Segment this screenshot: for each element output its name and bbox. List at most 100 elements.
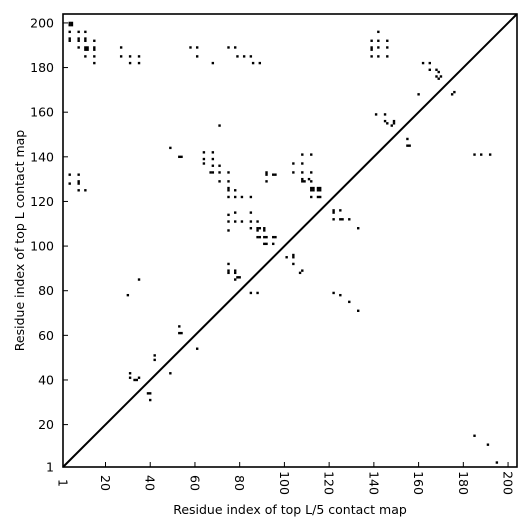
contact-point — [84, 55, 87, 58]
contact-point — [256, 291, 259, 295]
contact-point — [218, 180, 221, 183]
contact-point — [68, 39, 71, 42]
y-tick-label: 180 — [30, 60, 54, 75]
contact-point — [439, 75, 443, 78]
x-tick-label: 180 — [456, 471, 471, 495]
contact-point — [211, 157, 215, 161]
contact-point — [265, 242, 268, 246]
contact-point — [263, 227, 266, 230]
contact-point — [153, 354, 156, 357]
contact-point — [318, 195, 322, 199]
contact-point — [149, 398, 152, 402]
contact-point — [258, 227, 262, 230]
contact-point — [234, 211, 237, 214]
contact-point — [84, 46, 87, 49]
contact-point — [211, 61, 215, 65]
contact-point — [307, 177, 311, 181]
contact-point — [390, 124, 393, 127]
contact-point — [301, 269, 304, 272]
x-axis-ticks: 1 20 40 60 80 100 120 140 160 180 200 — [56, 462, 516, 495]
contact-point — [392, 119, 396, 123]
contact-point — [348, 300, 351, 304]
contact-point — [301, 177, 304, 181]
contact-point — [128, 372, 132, 375]
contact-point — [180, 331, 183, 335]
contact-point — [195, 347, 199, 350]
contact-point — [486, 443, 490, 446]
contact-point — [68, 182, 71, 185]
contact-point — [137, 55, 141, 58]
contact-point — [256, 220, 259, 223]
contact-point — [428, 68, 431, 71]
x-tick-label: 40 — [143, 475, 158, 491]
contact-point — [227, 186, 230, 190]
contact-point — [263, 235, 266, 239]
contact-point — [128, 55, 132, 58]
contact-point — [318, 189, 322, 192]
contact-point — [68, 37, 71, 40]
x-tick-label: 200 — [501, 471, 516, 495]
contact-point — [169, 372, 172, 375]
contact-point — [312, 189, 315, 192]
contact-point — [450, 93, 454, 96]
contact-point — [249, 195, 253, 199]
contact-point — [218, 124, 221, 127]
contact-point — [370, 55, 373, 58]
contact-point — [119, 55, 123, 58]
contact-point — [77, 37, 80, 40]
contact-point — [227, 271, 230, 275]
contact-point — [227, 229, 230, 232]
contact-point — [68, 30, 71, 34]
contact-point — [249, 227, 253, 230]
contact-point — [318, 186, 322, 190]
contact-point — [263, 242, 266, 246]
contact-point — [435, 75, 438, 78]
contact-point — [84, 189, 87, 192]
contact-point — [274, 173, 277, 176]
contact-point — [292, 171, 295, 174]
contact-point — [234, 271, 237, 275]
contact-point — [227, 262, 230, 266]
contact-point — [137, 61, 141, 65]
contact-point — [301, 180, 304, 183]
contact-point — [453, 90, 456, 94]
contact-point — [310, 153, 313, 156]
contact-point — [408, 144, 411, 147]
contact-point — [149, 392, 152, 395]
contact-point — [93, 61, 96, 65]
contact-point — [93, 48, 96, 51]
contact-point — [339, 218, 342, 221]
contact-point — [377, 55, 380, 58]
y-tick-label: 100 — [30, 239, 54, 254]
contact-point — [77, 30, 80, 34]
contact-point — [84, 30, 87, 34]
contact-point — [370, 46, 373, 49]
contact-point — [77, 189, 80, 192]
contact-point — [86, 48, 89, 51]
contact-point — [310, 195, 313, 199]
data-points — [68, 21, 499, 464]
contact-point — [77, 173, 80, 176]
contact-point — [227, 189, 230, 192]
contact-point — [316, 189, 320, 192]
contact-point — [236, 276, 239, 279]
contact-point — [137, 376, 141, 379]
contact-point — [301, 153, 304, 156]
contact-point — [285, 256, 288, 259]
contact-point — [265, 180, 268, 183]
contact-point — [209, 171, 212, 174]
y-tick-label: 1 — [46, 460, 54, 475]
contact-point — [488, 153, 492, 156]
x-tick-label: 60 — [187, 475, 202, 491]
contact-point — [178, 155, 181, 159]
contact-point — [256, 229, 259, 232]
contact-point — [242, 55, 246, 58]
contact-point — [227, 195, 230, 199]
contact-point — [437, 70, 440, 74]
contact-point — [234, 46, 237, 49]
contact-point — [392, 122, 396, 125]
contact-point — [249, 291, 253, 295]
contact-point — [316, 195, 320, 199]
